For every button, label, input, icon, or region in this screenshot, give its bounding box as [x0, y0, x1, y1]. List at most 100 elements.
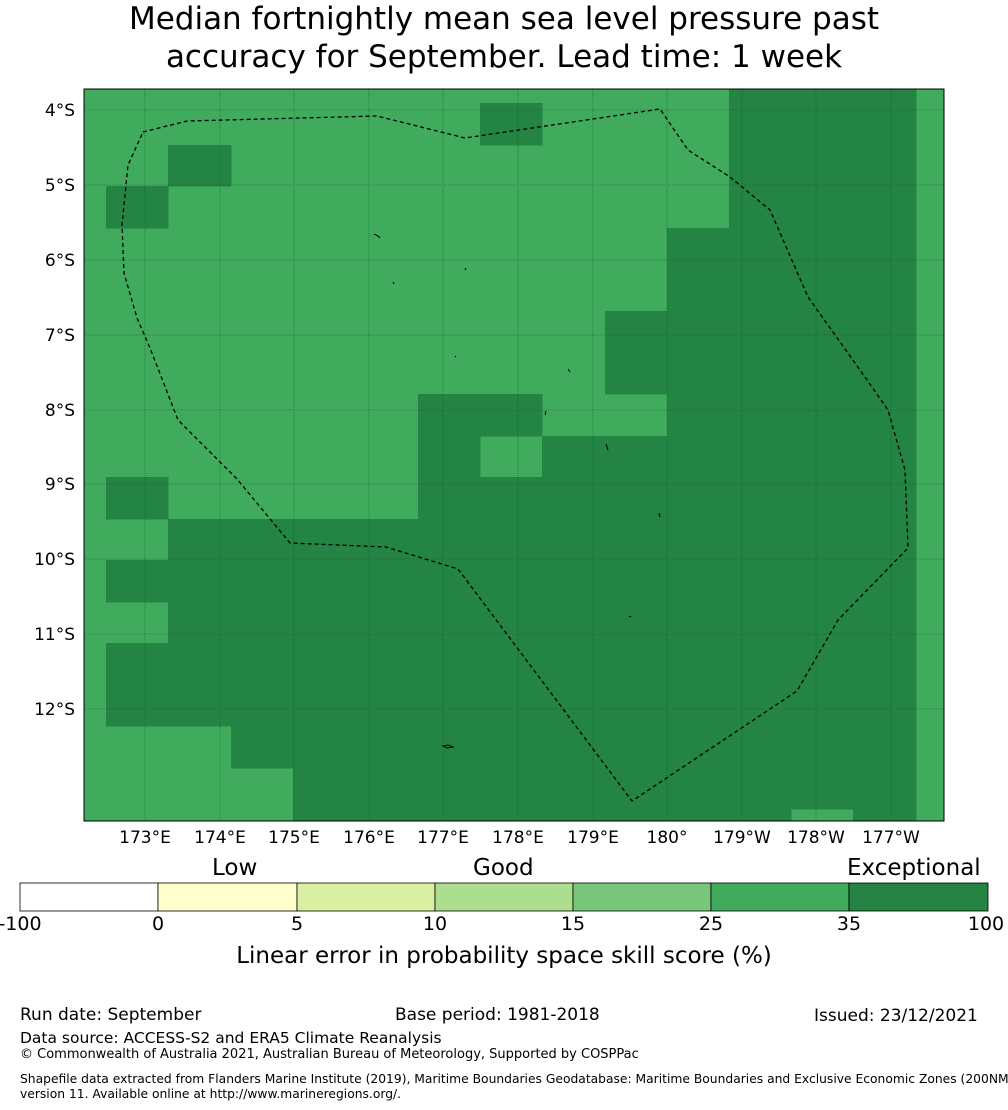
grid-cell: [542, 602, 606, 644]
grid-cell: [791, 269, 854, 312]
colorbar-tick: 5: [290, 913, 304, 935]
grid-cell: [542, 643, 606, 686]
grid-cell: [667, 809, 730, 822]
longitude-label: 175°E: [268, 828, 320, 848]
island-outline: [392, 281, 395, 285]
grid-cell: [418, 436, 481, 478]
longitude-label: 173°E: [119, 828, 171, 848]
grid-cell: [480, 560, 543, 603]
colorbar-tick: 15: [560, 913, 586, 935]
island-outline: [658, 512, 661, 518]
island-outline: [628, 615, 632, 618]
grid-cell: [667, 436, 730, 478]
grid-cell: [791, 643, 854, 686]
latitude-label: 12°S: [34, 700, 75, 720]
colorbar-segment: [572, 882, 712, 912]
grid-cell: [791, 602, 854, 644]
grid-cell: [667, 394, 730, 437]
grid-cell: [418, 685, 481, 727]
grid-cell: [853, 145, 917, 187]
title-line-1: Median fortnightly mean sea level pressu…: [128, 1, 880, 37]
colorbar-segment: [848, 882, 989, 912]
grid-cell: [667, 477, 730, 520]
grid-cell: [667, 519, 730, 561]
island-outline: [605, 443, 609, 451]
grid-cell: [168, 560, 232, 603]
grid-cell: [355, 560, 419, 603]
grid-cell: [480, 477, 543, 520]
eez-boundary: [121, 108, 909, 802]
grid-cell: [605, 768, 668, 810]
grid-cell: [667, 269, 730, 312]
grid-cell: [729, 726, 792, 769]
grid-cell: [605, 477, 668, 520]
grid-cell: [106, 643, 169, 686]
grid-cell: [729, 228, 792, 270]
grid-cell: [293, 768, 356, 810]
longitude-label: 174°E: [194, 828, 246, 848]
latitude-label: 7°S: [45, 326, 75, 346]
latitude-labels: 4°S 5°S 6°S 7°S 8°S 9°S 10°S 11°S 12°S: [34, 101, 75, 720]
shapefile-credit-line-2: version 11. Available online at http://w…: [20, 1087, 402, 1101]
colorbar-segment: [434, 882, 574, 912]
grid-cell: [293, 602, 356, 644]
grid-cell: [605, 353, 668, 395]
grid-cell: [853, 602, 917, 644]
grid-cell: [355, 768, 419, 810]
island-outline: [373, 233, 381, 239]
grid-cell: [729, 560, 792, 603]
grid-cell: [667, 726, 730, 769]
grid-cell: [293, 643, 356, 686]
grid-cell: [480, 103, 543, 146]
grid-cell: [542, 685, 606, 727]
longitude-label: 178°W: [787, 828, 845, 848]
grid-cell: [729, 186, 792, 229]
grid-cell: [418, 809, 481, 822]
issued-date: Issued: 23/12/2021: [814, 1006, 978, 1026]
grid-cell: [853, 519, 917, 561]
grid-cell: [729, 643, 792, 686]
grid-cell: [418, 394, 481, 437]
grid-cell: [791, 228, 854, 270]
longitude-label: 177°W: [862, 828, 920, 848]
grid-cell: [605, 519, 668, 561]
shapefile-credit-line-1: Shapefile data extracted from Flanders M…: [20, 1072, 1008, 1086]
grid-cell: [106, 186, 169, 229]
grid-cell: [729, 311, 792, 354]
grid-cell: [853, 394, 917, 437]
island-outline: [567, 368, 571, 373]
grid-cell: [418, 560, 481, 603]
grid-cell: [853, 685, 917, 727]
grid-cell: [168, 643, 232, 686]
island-outline: [464, 267, 467, 271]
grid-cell: [605, 809, 668, 822]
colorbar-category-low: Low: [212, 855, 258, 881]
grid-cell: [418, 519, 481, 561]
skill-score-grid: [84, 89, 944, 822]
latitude-label: 10°S: [34, 550, 75, 570]
grid-cell: [791, 311, 854, 354]
grid-cell: [168, 519, 232, 561]
island-outlines: [373, 233, 661, 749]
grid-cell: [168, 145, 232, 187]
grid-cell: [480, 394, 543, 437]
grid-cell: [791, 436, 854, 478]
grid-cell: [355, 685, 419, 727]
latitude-label: 5°S: [45, 176, 75, 196]
grid-cell: [853, 353, 917, 395]
colorbar-segment: [19, 882, 159, 912]
map-title: Median fortnightly mean sea level pressu…: [0, 0, 1008, 76]
latitude-label: 4°S: [45, 101, 75, 121]
grid-cell: [791, 186, 854, 229]
grid-cell: [729, 809, 792, 822]
grid-cell: [542, 560, 606, 603]
grid-cell: [853, 103, 917, 146]
colorbar-tick: 35: [836, 913, 862, 935]
grid-cell: [480, 809, 543, 822]
longitude-labels: 173°E 174°E 175°E 176°E 177°E 178°E 179°E 180° 1…: [119, 828, 920, 848]
longitude-label: 176°E: [343, 828, 395, 848]
grid-cell: [729, 685, 792, 727]
colorbar-category-good: Good: [473, 855, 534, 881]
grid-cell: [355, 602, 419, 644]
island-outline: [441, 744, 455, 749]
